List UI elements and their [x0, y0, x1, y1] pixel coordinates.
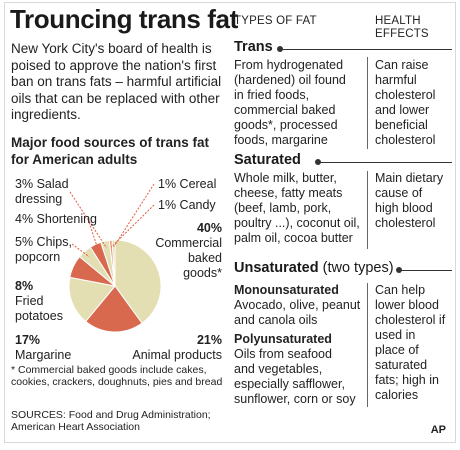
name-margarine: Margarine: [15, 348, 72, 362]
divider-trans: [367, 57, 368, 149]
name-chips-2: popcorn: [15, 250, 61, 264]
label-fried-potatoes: 8% Fried potatoes: [15, 279, 63, 324]
col-header-effects-2: EFFECTS: [375, 28, 429, 40]
unsaturated-title: Unsaturated: [234, 260, 319, 276]
poly-heading: Polyunsaturated: [234, 332, 332, 346]
credit: AP: [430, 424, 446, 436]
section-dot-trans: [277, 46, 283, 52]
pie-slice-margarine: [68, 276, 116, 323]
section-dot-saturated: [315, 159, 321, 165]
label-commercial-baked-goods: 40% Commercial baked goods*: [152, 221, 222, 281]
leader-chips-popcorn: [71, 243, 90, 258]
pie-slice-animal-products: [84, 285, 143, 333]
label-candy: 1% Candy: [158, 198, 216, 212]
pct-baked: 40%: [196, 221, 222, 235]
section-rule-unsaturated: [399, 270, 452, 271]
pct-chips: 5% Chips,: [15, 235, 72, 249]
name-salad: Salad: [36, 177, 69, 191]
name-baked-3: goods*: [183, 266, 222, 280]
unsaturated-description: Monounsaturated Avocado, olive, peanut a…: [234, 283, 361, 406]
leader-cereal: [113, 183, 155, 248]
divider-saturated: [367, 171, 368, 249]
label-margarine: 17% Margarine: [15, 333, 71, 363]
pie-slice-commercial-baked-goods: [114, 239, 162, 324]
sources: SOURCES: Food and Drug Administration; A…: [11, 409, 211, 434]
trans-effects: Can raise harmful cholesterol and lower …: [375, 58, 436, 147]
pie-slice-cereal: [111, 239, 116, 287]
footnote: * Commercial baked goods include cakes, …: [11, 364, 223, 389]
section-title-unsaturated: Unsaturated (two types): [234, 260, 394, 276]
label-animal-products: 21% Animal products: [120, 333, 222, 363]
unsaturated-subtitle: (two types): [322, 260, 394, 276]
name-salad-2: dressing: [15, 192, 63, 206]
divider-unsaturated: [367, 283, 368, 407]
section-rule-saturated: [318, 162, 452, 163]
col-header-effects: HEALTH EFFECTS: [375, 15, 429, 41]
col-header-types: TYPES OF FAT: [234, 15, 317, 27]
trans-description: From hydrogenated (hardened) oil found i…: [234, 58, 346, 147]
leader-candy: [110, 204, 155, 248]
pct-fried: 8%: [15, 279, 34, 293]
pct-margarine: 17%: [15, 333, 41, 347]
name-fried: Fried: [15, 294, 44, 308]
saturated-description: Whole milk, butter, cheese, fatty meats …: [234, 171, 360, 245]
label-cereal: 1% Cereal: [158, 177, 217, 191]
col-header-effects-1: HEALTH: [375, 15, 421, 27]
pie-slices: [68, 239, 162, 333]
name-fried-2: potatoes: [15, 309, 63, 323]
pct-animal: 21%: [196, 333, 222, 347]
name-baked-2: baked: [187, 251, 222, 265]
mono-heading: Monounsaturated: [234, 283, 339, 297]
unsaturated-effects: Can help lower blood cholesterol if used…: [375, 283, 446, 402]
label-chips-popcorn: 5% Chips, popcorn: [15, 235, 72, 265]
section-dot-unsaturated: [396, 267, 402, 273]
headline: Trouncing trans fat: [10, 4, 238, 34]
leader-lines: [69, 183, 155, 258]
label-shortening: 4% Shortening: [15, 212, 98, 226]
section-rule-trans: [280, 49, 452, 50]
name-baked: Commercial: [155, 236, 222, 250]
pct-salad: 3%: [15, 177, 34, 191]
saturated-effects: Main dietary cause of high blood cholest…: [375, 171, 444, 230]
chart-title: Major food sources of trans fat for Amer…: [11, 135, 210, 167]
section-title-trans: Trans: [234, 39, 273, 55]
frame-border: [4, 2, 456, 443]
label-salad-dressing: 3% Salad dressing: [15, 177, 69, 207]
name-animal: Animal products: [132, 348, 222, 362]
intro-text: New York City's board of health is poise…: [11, 41, 222, 122]
section-title-saturated: Saturated: [234, 152, 301, 168]
